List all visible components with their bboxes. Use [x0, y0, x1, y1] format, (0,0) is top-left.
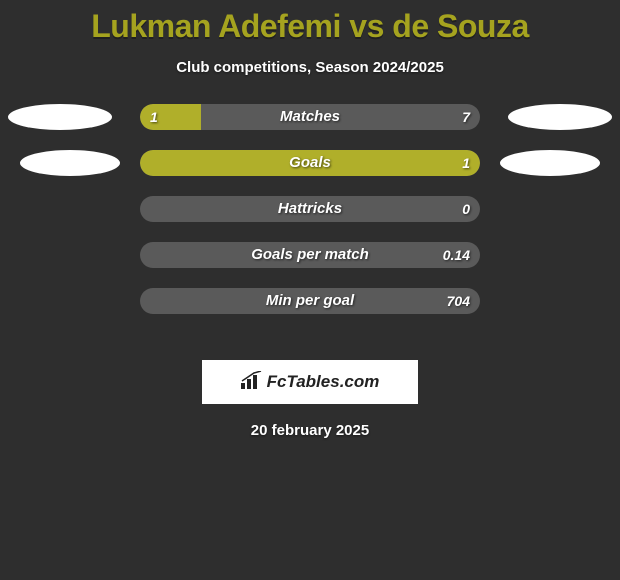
bar-track	[140, 104, 480, 130]
stat-value-right: 704	[447, 288, 470, 314]
stat-row: 1 Matches 7	[0, 104, 620, 150]
stat-value-right: 1	[462, 150, 470, 176]
bar-track	[140, 150, 480, 176]
source-logo-text: FcTables.com	[267, 372, 380, 392]
bar-track	[140, 196, 480, 222]
stat-row: Goals 1	[0, 150, 620, 196]
stat-row: Hattricks 0	[0, 196, 620, 242]
stat-value-left: 1	[150, 104, 158, 130]
subtitle: Club competitions, Season 2024/2025	[0, 59, 620, 76]
stat-row: Goals per match 0.14	[0, 242, 620, 288]
date-label: 20 february 2025	[0, 422, 620, 439]
bar-track	[140, 242, 480, 268]
bar-chart-icon	[241, 371, 263, 394]
stat-row: Min per goal 704	[0, 288, 620, 334]
comparison-card: Lukman Adefemi vs de Souza Club competit…	[0, 0, 620, 580]
comparison-chart: 1 Matches 7 Goals 1 Hattricks 0 Goals pe…	[0, 104, 620, 334]
bar-track	[140, 288, 480, 314]
stat-value-right: 7	[462, 104, 470, 130]
stat-value-right: 0.14	[443, 242, 470, 268]
page-title: Lukman Adefemi vs de Souza	[0, 0, 620, 45]
stat-value-right: 0	[462, 196, 470, 222]
source-logo[interactable]: FcTables.com	[202, 360, 418, 404]
bar-fill	[140, 150, 480, 176]
